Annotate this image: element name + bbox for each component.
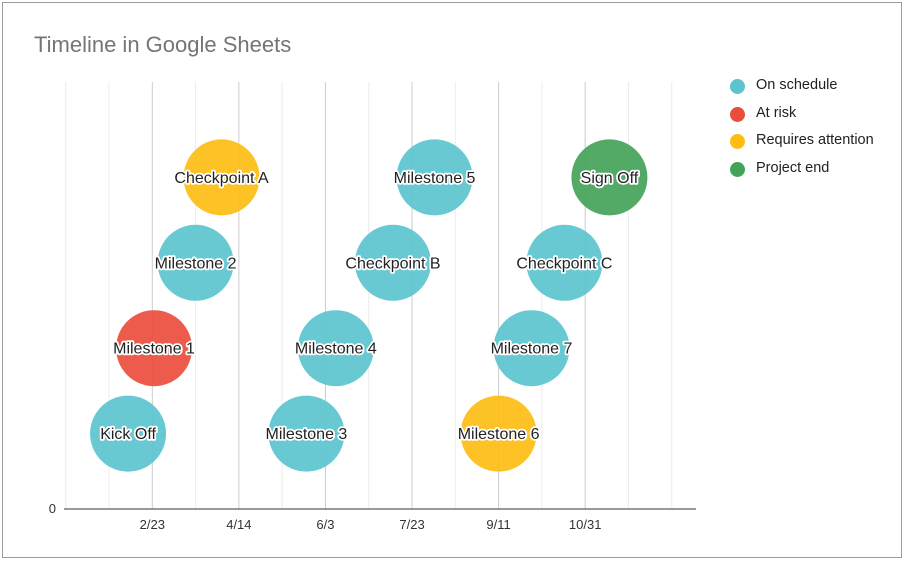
chart-title: Timeline in Google Sheets — [34, 32, 292, 57]
legend-label: Requires attention — [756, 132, 874, 148]
milestone-bubble — [116, 310, 193, 387]
milestone-label: Milestone 4 — [295, 341, 377, 358]
y-tick-label: 0 — [49, 501, 56, 516]
legend-dot-icon — [730, 161, 745, 177]
milestone-bubble — [396, 139, 473, 216]
milestone-label: Milestone 7 — [491, 341, 573, 358]
legend-dot-icon — [730, 106, 745, 122]
milestone-bubble — [157, 224, 234, 301]
legend-label: At risk — [756, 104, 797, 121]
legend-dot-icon — [730, 134, 745, 149]
milestone-label: Checkpoint A — [174, 170, 269, 187]
x-tick-label: 2/23 — [140, 517, 165, 532]
milestone-bubble — [183, 139, 260, 216]
milestone-label: Milestone 5 — [394, 170, 476, 187]
legend-label: On schedule — [756, 77, 838, 93]
milestone-bubble — [354, 224, 431, 301]
milestone-bubble — [526, 224, 603, 301]
milestone-label: Checkpoint B — [345, 255, 440, 272]
milestone-label: Sign Off — [581, 170, 639, 187]
milestone-label: Milestone 2 — [155, 255, 237, 272]
milestone-label: Milestone 3 — [265, 426, 347, 443]
x-tick-label: 9/11 — [486, 517, 510, 532]
milestone-bubble — [268, 395, 345, 472]
legend-label: Project end — [756, 159, 830, 176]
milestone-label: Kick Off — [100, 426, 156, 443]
milestone-bubble — [297, 310, 374, 387]
milestone-bubble — [90, 395, 167, 472]
legend-dot-icon — [730, 79, 745, 94]
milestone-label: Checkpoint C — [516, 255, 612, 272]
milestone-bubble — [571, 139, 648, 216]
milestone-bubble — [493, 310, 570, 387]
x-tick-label: 4/14 — [226, 517, 251, 532]
x-tick-label: 7/23 — [399, 517, 424, 532]
milestone-bubble — [460, 395, 537, 472]
milestone-label: Milestone 1 — [113, 341, 195, 358]
x-tick-label: 6/3 — [316, 517, 334, 532]
milestone-label: Milestone 6 — [458, 426, 540, 443]
x-tick-label: 10/31 — [569, 517, 602, 532]
